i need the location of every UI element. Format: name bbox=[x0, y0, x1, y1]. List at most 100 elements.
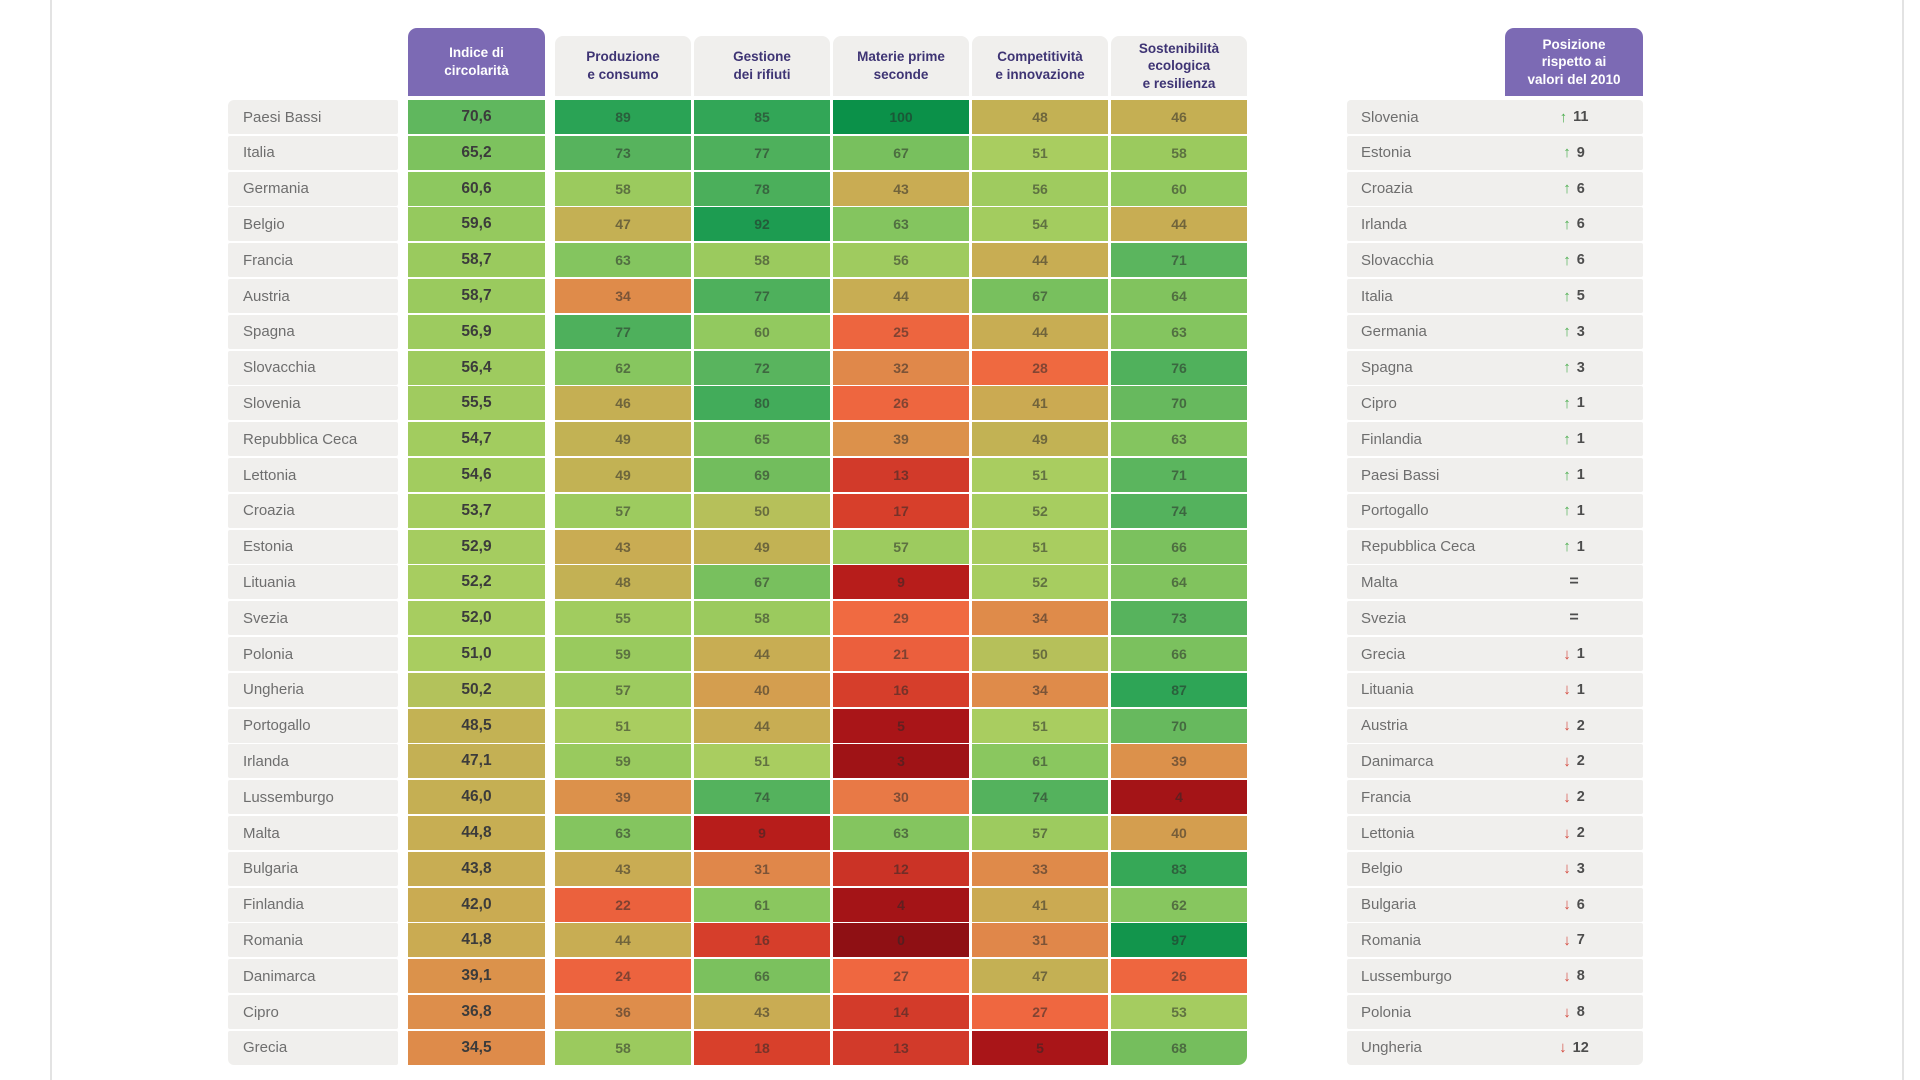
score-cell: 57 bbox=[555, 672, 691, 707]
country-label: Spagna bbox=[1361, 359, 1413, 377]
table-row: Francia 58,7 63 58 56 44 71 bbox=[228, 243, 1250, 278]
score-cell: 100 bbox=[833, 100, 969, 134]
table-row: Polonia 51,0 59 44 21 50 66 bbox=[228, 637, 1250, 671]
score-cell: 36 bbox=[555, 995, 691, 1029]
position-value: ↑ 3 bbox=[1505, 359, 1643, 376]
index-cell: 65,2 bbox=[408, 135, 545, 170]
country-label: Danimarca bbox=[1361, 752, 1434, 770]
country-label: Irlanda bbox=[1361, 215, 1407, 233]
position-number: 6 bbox=[1576, 896, 1585, 913]
score-cell: 24 bbox=[555, 959, 691, 994]
score-cell: 51 bbox=[972, 135, 1108, 170]
position-value: ↑ 3 bbox=[1505, 323, 1643, 340]
position-number: 6 bbox=[1576, 252, 1585, 269]
score-cell: 74 bbox=[972, 780, 1108, 815]
score-cell: 61 bbox=[694, 887, 830, 922]
score-cell: 16 bbox=[694, 923, 830, 958]
score-cell: 29 bbox=[833, 601, 969, 636]
score-cell: 67 bbox=[833, 135, 969, 170]
country-label: Germania bbox=[1361, 323, 1427, 341]
table-row: Paesi Bassi 70,6 89 85 100 48 46 bbox=[228, 100, 1250, 134]
country-label: Grecia bbox=[228, 1030, 398, 1065]
position-value: ↓ 8 bbox=[1505, 968, 1643, 985]
score-cell: 34 bbox=[555, 279, 691, 313]
position-value: ↑ 1 bbox=[1505, 538, 1643, 555]
score-cell: 33 bbox=[972, 851, 1108, 886]
position-value: ↑ 6 bbox=[1505, 252, 1643, 269]
position-row: Bulgaria ↓ 6 bbox=[1347, 887, 1643, 922]
score-cell: 53 bbox=[1111, 995, 1247, 1029]
arrow-down-icon: ↓ bbox=[1563, 788, 1571, 806]
score-cell: 89 bbox=[555, 100, 691, 134]
position-value: ↑ 6 bbox=[1505, 216, 1643, 233]
score-cell: 32 bbox=[833, 350, 969, 385]
index-cell: 52,9 bbox=[408, 529, 545, 564]
score-cell: 39 bbox=[555, 780, 691, 815]
country-label: Bulgaria bbox=[1361, 896, 1417, 914]
score-cell: 46 bbox=[555, 386, 691, 421]
score-cell: 3 bbox=[833, 744, 969, 779]
country-label: Polonia bbox=[228, 637, 398, 671]
table-row: Lettonia 54,6 49 69 13 51 71 bbox=[228, 458, 1250, 492]
score-cell: 83 bbox=[1111, 851, 1247, 886]
score-cell: 48 bbox=[972, 100, 1108, 134]
table-row: Finlandia 42,0 22 61 4 41 62 bbox=[228, 887, 1250, 922]
position-value: ↑ 6 bbox=[1505, 180, 1643, 197]
position-row: Ungheria ↓ 12 bbox=[1347, 1030, 1643, 1065]
country-label: Lituania bbox=[228, 565, 398, 600]
position-row: Paesi Bassi ↑ 1 bbox=[1347, 458, 1643, 492]
position-value: ↓ 1 bbox=[1505, 646, 1643, 663]
table-row: Slovacchia 56,4 62 72 32 28 76 bbox=[228, 350, 1250, 385]
score-cell: 62 bbox=[1111, 887, 1247, 922]
score-cell: 47 bbox=[972, 959, 1108, 994]
country-label: Estonia bbox=[1361, 144, 1412, 162]
score-cell: 66 bbox=[694, 959, 830, 994]
index-cell: 47,1 bbox=[408, 744, 545, 779]
table-row: Repubblica Ceca 54,7 49 65 39 49 63 bbox=[228, 422, 1250, 457]
country-label: Belgio bbox=[1361, 860, 1403, 878]
score-cell: 4 bbox=[1111, 780, 1247, 815]
country-label: Paesi Bassi bbox=[1361, 466, 1440, 484]
position-number: 2 bbox=[1576, 825, 1585, 841]
country-label: Francia bbox=[1361, 788, 1412, 806]
score-cell: 44 bbox=[1111, 207, 1247, 242]
country-label: Austria bbox=[228, 279, 398, 313]
table-row: Austria 58,7 34 77 44 67 64 bbox=[228, 279, 1250, 313]
country-label: Slovenia bbox=[1361, 108, 1419, 126]
country-label: Austria bbox=[1361, 717, 1408, 735]
table-row: Germania 60,6 58 78 43 56 60 bbox=[228, 171, 1250, 206]
score-cell: 58 bbox=[694, 243, 830, 278]
score-cell: 12 bbox=[833, 851, 969, 886]
score-cell: 77 bbox=[555, 314, 691, 349]
score-cell: 0 bbox=[833, 923, 969, 958]
score-cell: 70 bbox=[1111, 386, 1247, 421]
column-header-sostenibilita: Sostenibilità ecologica e resilienza bbox=[1111, 36, 1247, 96]
country-label: Grecia bbox=[1361, 645, 1406, 663]
score-cell: 26 bbox=[1111, 959, 1247, 994]
canvas-right-border bbox=[1902, 0, 1904, 1080]
score-cell: 68 bbox=[1111, 1030, 1247, 1065]
score-cell: 44 bbox=[972, 243, 1108, 278]
position-number: 9 bbox=[1576, 144, 1585, 161]
score-cell: 71 bbox=[1111, 458, 1247, 492]
position-number: 5 bbox=[1576, 288, 1585, 304]
country-label: Slovacchia bbox=[1361, 251, 1434, 269]
score-cell: 56 bbox=[833, 243, 969, 278]
index-cell: 53,7 bbox=[408, 493, 545, 528]
position-number: 8 bbox=[1576, 968, 1585, 985]
score-cell: 66 bbox=[1111, 637, 1247, 671]
score-cell: 80 bbox=[694, 386, 830, 421]
position-row: Portogallo ↑ 1 bbox=[1347, 493, 1643, 528]
score-cell: 58 bbox=[1111, 135, 1247, 170]
table-row: Malta 44,8 63 9 63 57 40 bbox=[228, 816, 1250, 850]
score-cell: 44 bbox=[555, 923, 691, 958]
position-value: ↓ 6 bbox=[1505, 896, 1643, 913]
position-number: 2 bbox=[1576, 753, 1585, 770]
arrow-down-icon: ↓ bbox=[1563, 752, 1571, 770]
score-cell: 43 bbox=[833, 171, 969, 206]
country-label: Lituania bbox=[1361, 681, 1414, 699]
score-cell: 43 bbox=[555, 529, 691, 564]
index-cell: 58,7 bbox=[408, 279, 545, 313]
score-cell: 48 bbox=[555, 565, 691, 600]
score-cell: 26 bbox=[833, 386, 969, 421]
